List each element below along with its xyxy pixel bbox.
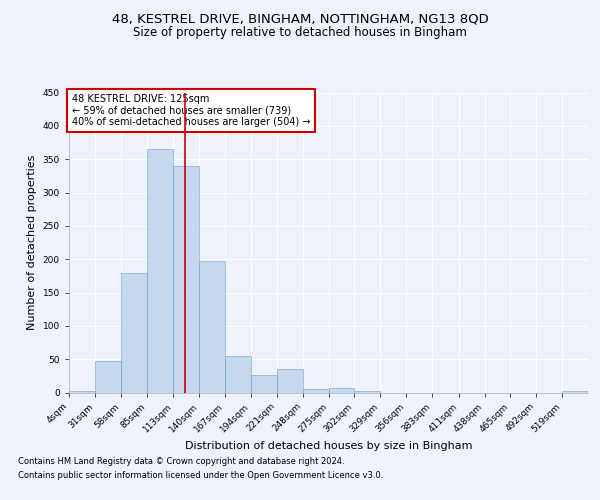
Text: Contains public sector information licensed under the Open Government Licence v3: Contains public sector information licen… [18,471,383,480]
Bar [173,166,199,392]
Bar [277,369,302,392]
Y-axis label: Number of detached properties: Number of detached properties [27,155,37,330]
Bar [225,356,251,393]
Bar [562,390,588,392]
X-axis label: Distribution of detached houses by size in Bingham: Distribution of detached houses by size … [185,440,472,450]
Text: 48, KESTREL DRIVE, BINGHAM, NOTTINGHAM, NG13 8QD: 48, KESTREL DRIVE, BINGHAM, NOTTINGHAM, … [112,12,488,26]
Bar [95,360,121,392]
Bar [199,260,225,392]
Bar [121,272,146,392]
Bar [302,389,329,392]
Bar [251,374,277,392]
Text: 48 KESTREL DRIVE: 125sqm
← 59% of detached houses are smaller (739)
40% of semi-: 48 KESTREL DRIVE: 125sqm ← 59% of detach… [71,94,310,127]
Bar [146,149,173,392]
Text: Size of property relative to detached houses in Bingham: Size of property relative to detached ho… [133,26,467,39]
Text: Contains HM Land Registry data © Crown copyright and database right 2024.: Contains HM Land Registry data © Crown c… [18,458,344,466]
Bar [355,391,380,392]
Bar [69,390,95,392]
Bar [329,388,355,392]
